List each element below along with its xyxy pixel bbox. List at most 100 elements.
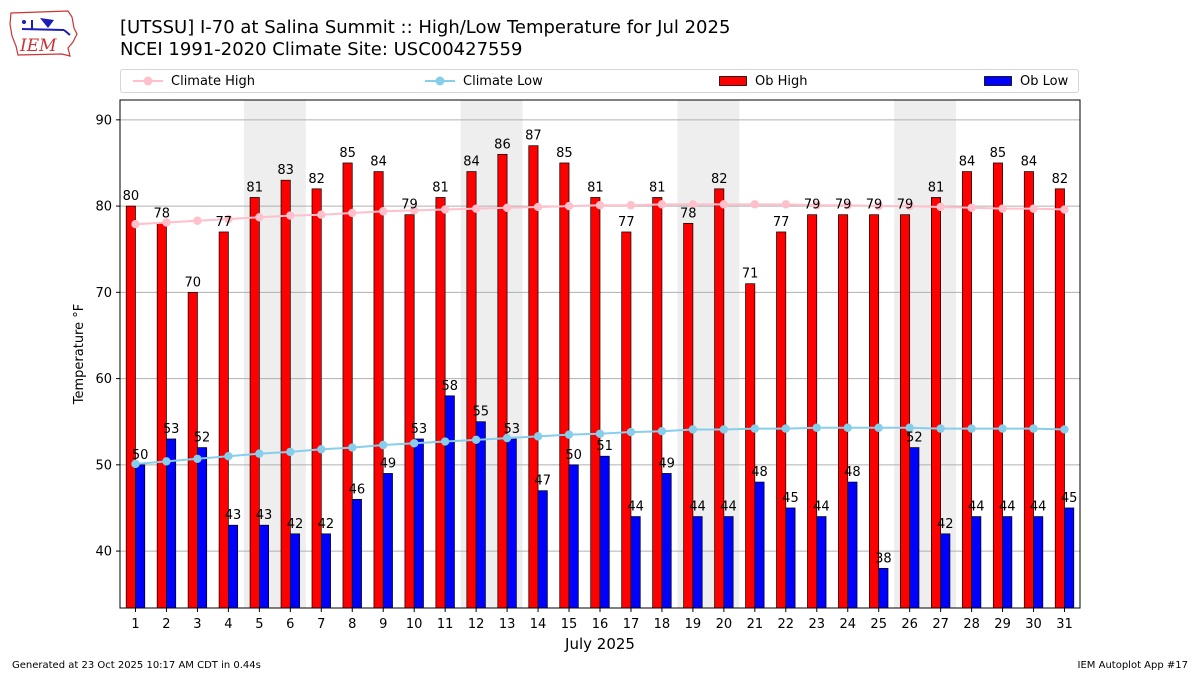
generated-timestamp: Generated at 23 Oct 2025 10:17 AM CDT in… <box>12 660 261 671</box>
ob-high-value-label: 83 <box>277 163 294 178</box>
climate-high-point <box>379 207 388 216</box>
ob-low-bar <box>723 516 734 609</box>
ob-low-bar <box>692 516 703 609</box>
climate-low-point <box>440 437 450 446</box>
climate-low-point <box>317 445 326 454</box>
y-tick-label: 90 <box>95 113 112 128</box>
logo-text: IEM <box>19 36 57 56</box>
ob-high-value-label: 86 <box>494 137 511 152</box>
ob-low-value-label: 43 <box>225 508 242 523</box>
ob-high-bar <box>528 145 539 609</box>
climate-low-point <box>905 423 914 432</box>
ob-low-value-label: 50 <box>565 448 582 463</box>
climate-low-point <box>193 454 202 463</box>
ob-low-value-label: 38 <box>875 551 892 566</box>
ob-low-bar <box>940 533 951 609</box>
ob-low-bar <box>1002 516 1013 609</box>
y-tick-label: 70 <box>95 286 112 301</box>
ob-high-value-label: 78 <box>680 206 697 221</box>
climate-low-point <box>843 423 852 432</box>
ob-high-value-label: 82 <box>308 172 325 187</box>
x-tick-label: 17 <box>623 617 640 632</box>
x-tick-label: 18 <box>654 617 671 632</box>
climate-high-point <box>533 202 543 212</box>
x-tick-label: 25 <box>870 617 887 632</box>
climate-high-point <box>409 206 419 215</box>
ob-high-bar <box>466 171 477 609</box>
ob-low-value-label: 47 <box>534 474 551 489</box>
ob-high-value-label: 81 <box>432 180 449 195</box>
ob-high-value-label: 79 <box>897 198 914 213</box>
ob-low-bar <box>568 464 579 609</box>
ob-low-value-label: 44 <box>999 500 1016 515</box>
climate-low-point <box>874 423 883 432</box>
ob-high-value-label: 79 <box>804 198 821 213</box>
climate-low-point <box>595 429 605 438</box>
climate-low-point <box>781 424 791 433</box>
climate-high-point <box>317 210 326 219</box>
climate-high-point <box>719 200 729 209</box>
climate-high-point <box>905 201 914 211</box>
climate-high-point <box>843 201 852 210</box>
ob-high-bar <box>745 283 756 609</box>
ob-low-swatch-icon <box>984 76 1012 86</box>
ob-high-value-label: 84 <box>959 155 976 170</box>
ob-high-bar <box>621 231 632 609</box>
climate-high-point <box>998 204 1007 213</box>
ob-high-value-label: 70 <box>185 275 202 290</box>
ob-low-bar <box>475 421 486 609</box>
y-tick-label: 60 <box>95 372 112 387</box>
ob-low-value-label: 48 <box>844 465 861 480</box>
ob-high-value-label: 77 <box>773 215 790 230</box>
ob-low-bar <box>661 473 672 609</box>
x-tick-label: 20 <box>716 617 733 632</box>
ob-high-value-label: 84 <box>370 155 387 170</box>
ob-low-value-label: 53 <box>503 422 520 437</box>
x-tick-label: 22 <box>778 617 795 632</box>
ob-low-bar <box>135 464 146 609</box>
x-tick-label: 2 <box>162 617 170 632</box>
x-tick-label: 5 <box>255 617 263 632</box>
climate-low-point <box>1029 424 1038 433</box>
ob-high-value-label: 82 <box>1052 172 1069 187</box>
ob-low-bar <box>444 395 455 609</box>
climate-low-point <box>1060 425 1069 434</box>
app-credit: IEM Autoplot App #17 <box>1077 660 1188 671</box>
ob-high-bar <box>249 197 260 609</box>
ob-high-bar <box>776 231 787 609</box>
ob-high-bar <box>900 214 911 609</box>
climate-high-point <box>595 201 605 210</box>
x-tick-label: 29 <box>994 617 1011 632</box>
ob-low-bar <box>351 498 362 609</box>
ob-high-value-label: 85 <box>339 146 356 161</box>
ob-low-value-label: 46 <box>349 482 366 497</box>
ob-high-bar <box>807 214 818 609</box>
ob-low-value-label: 44 <box>968 500 985 515</box>
climate-high-point <box>502 203 512 213</box>
x-tick-label: 31 <box>1056 617 1073 632</box>
climate-high-point <box>781 200 791 209</box>
x-tick-label: 11 <box>437 617 454 632</box>
climate-high-point <box>657 200 667 209</box>
ob-low-value-label: 44 <box>720 500 737 515</box>
chart-subtitle: NCEI 1991-2020 Climate Site: USC00427559 <box>120 39 523 60</box>
ob-high-bar <box>590 197 601 609</box>
climate-low-point <box>564 430 574 439</box>
climate-high-point <box>874 201 883 211</box>
ob-high-bar <box>404 214 415 609</box>
chart-title: [UTSSU] I-70 at Salina Summit :: High/Lo… <box>120 17 731 38</box>
ob-low-value-label: 58 <box>442 379 459 394</box>
x-tick-label: 19 <box>685 617 702 632</box>
climate-low-point <box>286 447 295 457</box>
ob-low-value-label: 50 <box>132 448 149 463</box>
climate-low-point <box>812 423 821 432</box>
ob-low-value-label: 48 <box>751 465 768 480</box>
x-tick-label: 28 <box>963 617 980 632</box>
ob-high-bar <box>280 179 291 609</box>
ob-high-bar <box>1023 171 1034 609</box>
ob-high-bar <box>961 171 972 609</box>
ob-high-bar <box>497 153 508 609</box>
x-tick-label: 3 <box>193 617 201 632</box>
ob-high-bar <box>683 222 694 609</box>
